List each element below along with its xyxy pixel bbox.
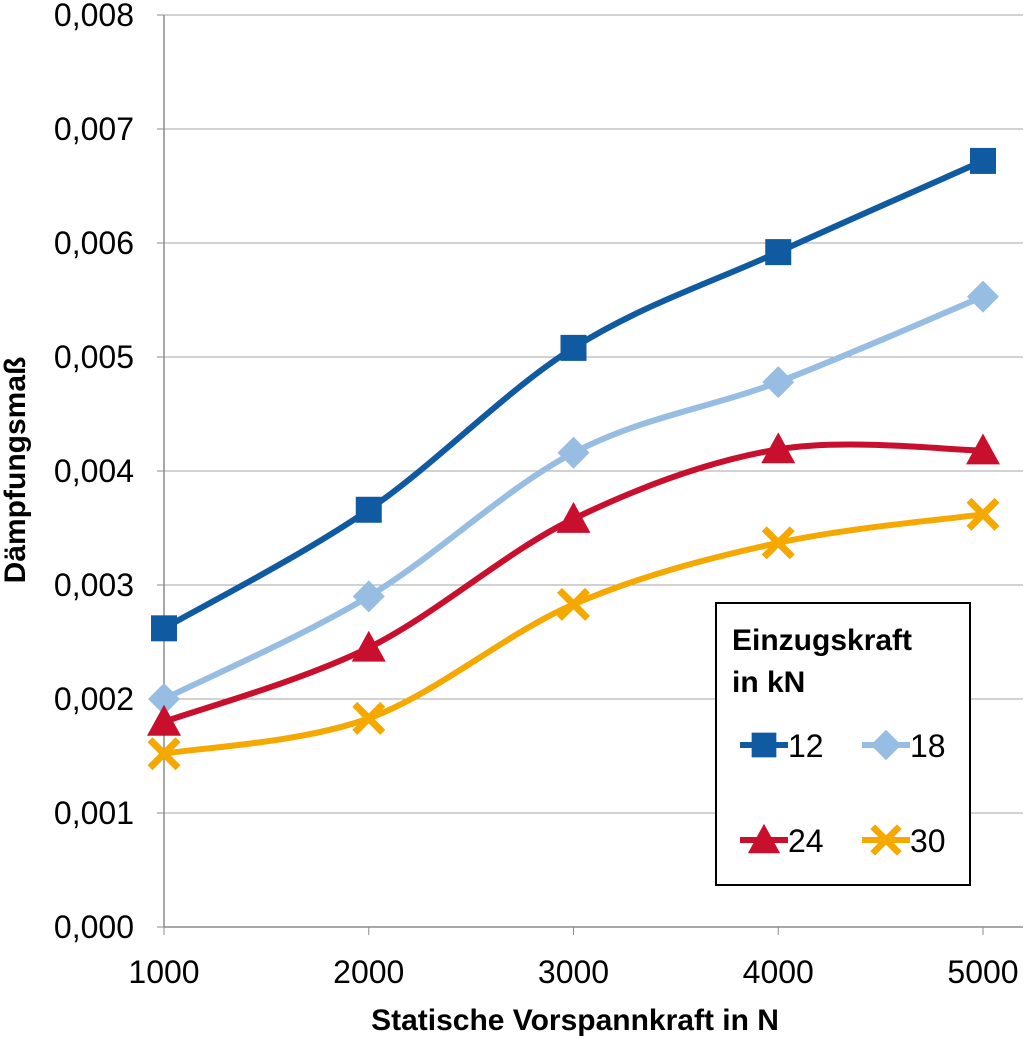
data-point-12 [560,334,587,361]
series-12 [151,147,996,642]
series-group [147,147,1000,771]
legend-entries: 12 18 24 30 [740,728,946,859]
legend-title-line-2: in kN [732,666,805,699]
y-tick-label: 0,007 [54,111,134,147]
data-point-24 [556,501,591,533]
legend-marker-24 [747,823,781,854]
series-30 [147,497,1000,771]
legend-title-line-1: Einzugskraft [732,624,912,657]
data-point-30 [352,701,386,735]
y-tick-label: 0,005 [54,339,134,375]
data-point-30 [761,526,795,560]
series-18 [148,280,999,715]
data-point-18 [967,280,999,313]
legend-entry-18: 18 [862,728,946,764]
data-point-18 [762,366,795,399]
legend-entry-30: 30 [862,823,946,859]
legend-marker-30 [870,824,902,856]
data-point-18 [148,683,180,715]
y-tick-label: 0,000 [54,909,134,945]
y-tick-label: 0,001 [54,795,134,831]
data-point-24 [351,630,386,662]
x-tick-label: 4000 [743,954,814,990]
data-point-12 [970,147,996,174]
x-tick-label: 5000 [947,954,1018,990]
data-point-24 [147,704,181,736]
data-point-30 [966,497,1000,531]
y-axis-ticks: 0,000 0,001 0,002 0,003 0,004 0,005 0,006 0,007… [54,0,164,945]
y-tick-label: 0,006 [54,225,134,261]
data-point-30 [147,737,181,771]
legend-entry-12: 12 [740,728,824,764]
x-tick-label: 2000 [333,954,404,990]
data-point-12 [355,496,382,523]
y-tick-label: 0,003 [54,567,134,603]
gridlines [164,14,1023,814]
y-tick-label: 0,008 [54,0,134,33]
y-axis-title: Dämpfungsmaß [0,357,32,584]
data-point-12 [151,615,177,642]
legend-label-24: 24 [788,823,824,859]
legend: Einzugskraft in kN 12 18 24 30 [715,602,971,886]
legend-entry-24: 24 [740,823,824,859]
data-point-24 [966,433,1000,465]
legend-label-30: 30 [910,823,946,859]
data-point-18 [557,436,590,469]
y-tick-label: 0,004 [54,453,134,489]
data-point-12 [765,239,792,266]
x-tick-label: 3000 [538,954,609,990]
data-point-18 [352,580,385,613]
legend-label-12: 12 [788,728,824,764]
x-tick-label: 1000 [128,954,199,990]
data-point-24 [761,432,796,464]
x-axis-title: Statische Vorspannkraft in N [371,1004,779,1037]
legend-marker-12 [751,732,777,758]
series-24 [147,432,1000,736]
legend-marker-18 [870,729,902,761]
x-axis-ticks: 1000 2000 3000 4000 5000 [128,927,1019,990]
legend-label-18: 18 [910,728,946,764]
series-line-12 [162,158,985,631]
data-point-30 [557,587,590,621]
y-tick-label: 0,002 [54,681,134,717]
